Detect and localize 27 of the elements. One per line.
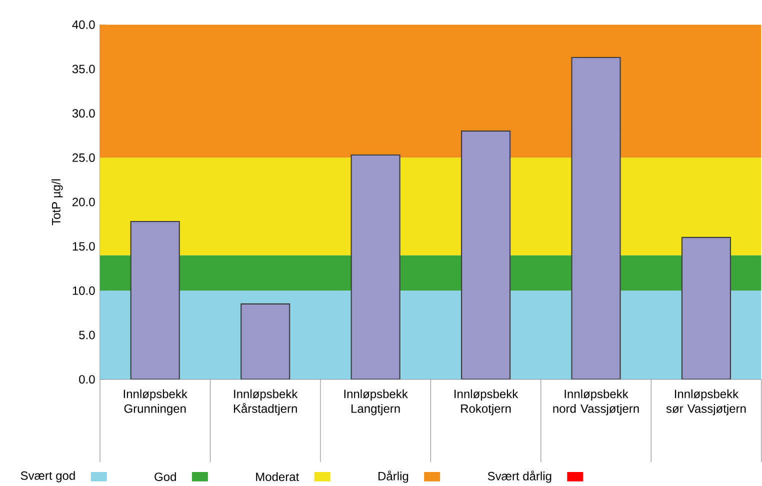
legend-label: Dårlig xyxy=(378,470,408,483)
x-tick-label: Innløpsbekk Grunningen xyxy=(124,389,188,416)
x-tick-label: Innløpsbekk Langtjern xyxy=(344,389,408,416)
x-tick-label: Innløpsbekk Rokotjern xyxy=(454,389,518,416)
y-tick-label: 35.0 xyxy=(72,64,95,74)
x-tick-label: Innløpsbekk sør Vassjøtjern xyxy=(666,389,746,416)
bar xyxy=(130,220,180,380)
legend-label: Svært god xyxy=(20,471,75,482)
y-tick-label: 30.0 xyxy=(72,109,95,118)
bar xyxy=(240,303,290,380)
y-axis-title: TotP µg/l xyxy=(52,179,63,226)
bar xyxy=(461,130,511,380)
y-tick-label: 40.0 xyxy=(72,20,95,29)
legend-label: Moderat xyxy=(256,472,300,482)
bar xyxy=(571,56,621,380)
legend-label: God xyxy=(154,472,176,482)
y-tick-label: 0.0 xyxy=(79,375,95,384)
y-tick-label: 25.0 xyxy=(72,153,95,162)
y-tick-label: 15.0 xyxy=(72,242,95,251)
bar xyxy=(350,154,400,380)
x-tick-label: Innløpsbekk nord Vassjøtjern xyxy=(553,389,639,416)
y-tick-label: 10.0 xyxy=(72,286,95,295)
bar xyxy=(681,236,732,380)
text: Svært dårlig xyxy=(488,470,552,483)
y-tick-label: 20.0 xyxy=(72,198,95,206)
x-tick-label: Innløpsbekk Kårstadtjern xyxy=(234,389,298,416)
y-tick-label: 5.0 xyxy=(79,330,95,340)
